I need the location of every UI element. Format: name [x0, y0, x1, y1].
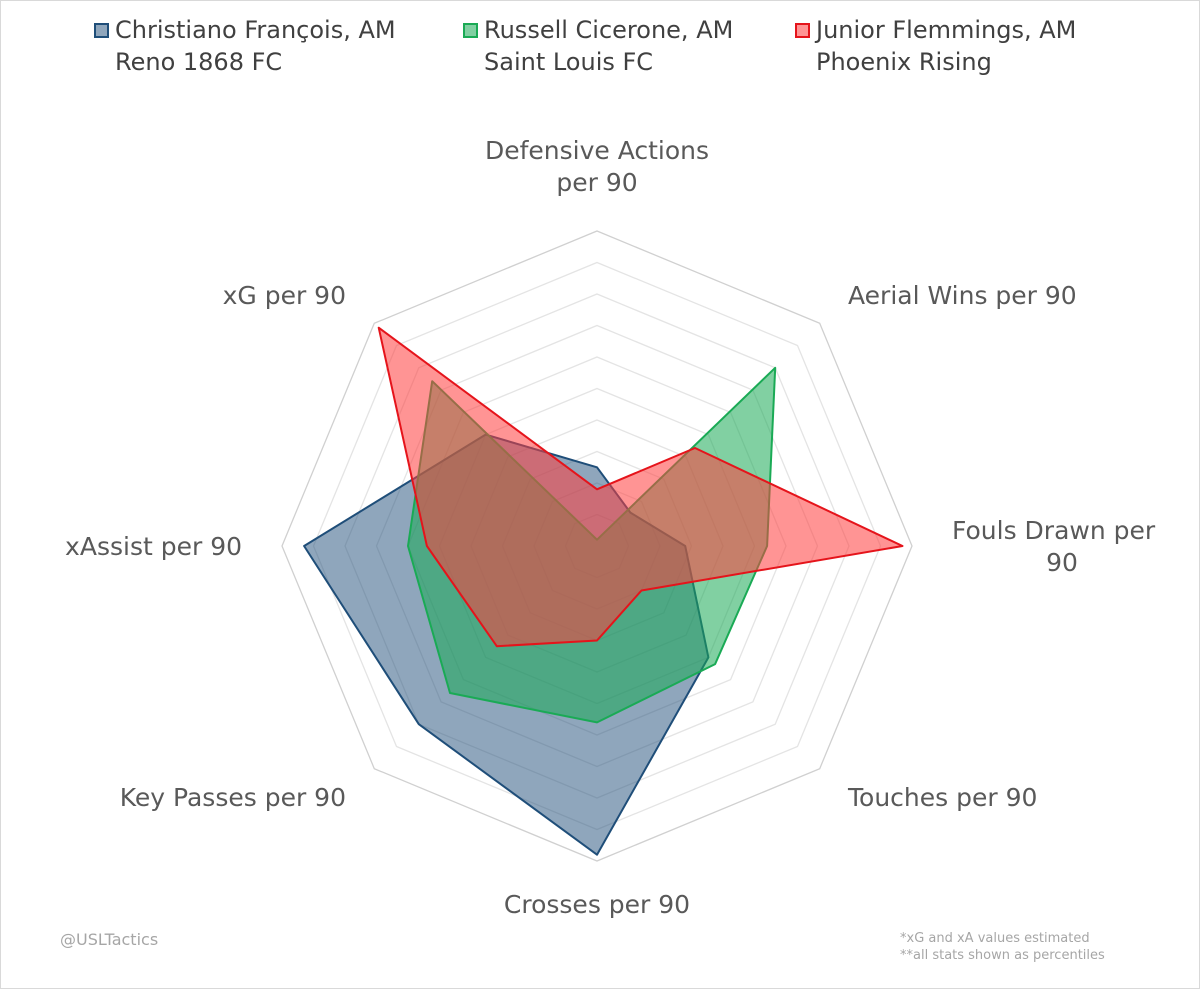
footnote-line1: *xG and xA values estimated [900, 931, 1090, 946]
series-area-2 [377, 326, 904, 648]
axis-label: Aerial Wins per 90 [848, 281, 1077, 310]
radar-series [303, 326, 904, 856]
legend-label-line1: Russell Cicerone, AM [484, 16, 734, 44]
axis-label: Fouls Drawn per 90 [952, 516, 1156, 577]
legend-item-francois: Christiano François, AM Reno 1868 FC [94, 14, 396, 78]
axis-label: Key Passes per 90 [120, 783, 346, 812]
axis-label-line: Aerial Wins per 90 [848, 281, 1077, 310]
axis-label: Touches per 90 [847, 783, 1037, 812]
legend-label-line1: Junior Flemmings, AM [816, 16, 1077, 44]
legend-item-flemmings: Junior Flemmings, AM Phoenix Rising [795, 14, 1076, 78]
footnote-line2: **all stats shown as percentiles [900, 948, 1105, 963]
axis-label-line: Key Passes per 90 [120, 783, 346, 812]
axis-label-line: xG per 90 [223, 281, 346, 310]
axis-label-line: Defensive Actions [485, 136, 709, 165]
legend-label-line2: Phoenix Rising [816, 48, 992, 76]
legend-item-cicerone: Russell Cicerone, AM Saint Louis FC [463, 14, 733, 78]
legend-swatch-francois [94, 23, 109, 38]
legend-swatch-cicerone [463, 23, 478, 38]
radar-axis-labels: Defensive Actions per 90 Aerial Wins per 9… [65, 136, 1156, 919]
credit-text: @USLTactics [60, 930, 159, 949]
axis-label-line: per 90 [556, 168, 637, 197]
legend-label-line2: Saint Louis FC [484, 48, 654, 76]
axis-label-line: Crosses per 90 [504, 890, 690, 919]
axis-label-line: 90 [1046, 548, 1078, 577]
axis-label-line: Fouls Drawn per [952, 516, 1156, 545]
legend-label-line1: Christiano François, AM [115, 16, 396, 44]
legend-swatch-flemmings [795, 23, 810, 38]
axis-label: Defensive Actions per 90 [485, 136, 709, 197]
legend-label-line2: Reno 1868 FC [115, 48, 283, 76]
axis-label-line: Touches per 90 [847, 783, 1037, 812]
axis-label: xG per 90 [223, 281, 346, 310]
grid-ring [281, 230, 913, 862]
axis-label: xAssist per 90 [65, 532, 242, 561]
footnote: *xG and xA values estimated **all stats … [900, 930, 1105, 964]
axis-label: Crosses per 90 [504, 890, 690, 919]
axis-label-line: xAssist per 90 [65, 532, 242, 561]
